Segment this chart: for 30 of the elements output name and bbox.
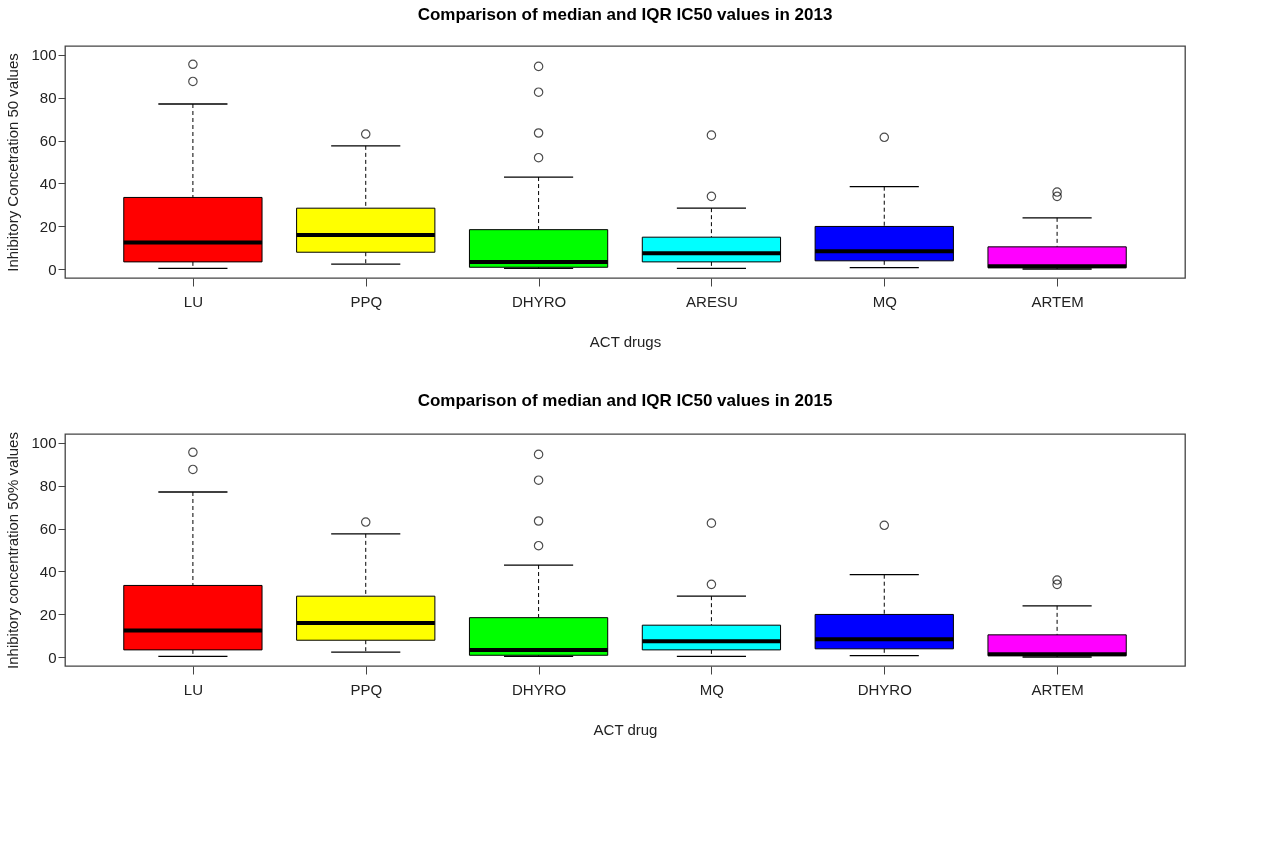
x-tick-label: LU	[183, 292, 203, 310]
y-tick-label: 0	[48, 648, 57, 666]
y-tick-label: 60	[39, 520, 57, 538]
chart-title: Comparison of median and IQR IC50 values in 2015	[417, 390, 833, 410]
x-tick-label: PPQ	[350, 292, 383, 310]
y-tick-label: 40	[39, 562, 57, 580]
y-axis-title: Inhibitory Concetration 50 values	[4, 53, 22, 272]
y-axis-title: Inhibitory concentration 50% values	[4, 432, 22, 669]
chart-title: Comparison of median and IQR IC50 values in 2013	[417, 5, 833, 24]
y-tick-label: 20	[39, 605, 57, 623]
x-axis-title: ACT drug	[593, 720, 658, 738]
x-tick-label: ARTEM	[1031, 292, 1084, 310]
x-tick-label: MQ	[699, 680, 725, 698]
x-tick-label: DHYRO	[511, 292, 567, 310]
x-tick-label: LU	[183, 680, 203, 698]
y-tick-label: 80	[39, 89, 57, 107]
y-tick-label: 100	[31, 434, 57, 452]
y-tick-label: 40	[39, 174, 57, 192]
x-tick-label: DHYRO	[511, 680, 567, 698]
x-axis-title: ACT drugs	[589, 332, 662, 350]
y-tick-label: 20	[39, 217, 57, 235]
y-tick-label: 60	[39, 132, 57, 150]
y-tick-label: 80	[39, 477, 57, 495]
y-tick-label: 0	[48, 260, 57, 278]
x-tick-label: PPQ	[350, 680, 383, 698]
x-tick-label: DHYRO	[857, 680, 912, 698]
x-tick-label: ARTEM	[1031, 680, 1084, 698]
x-tick-label: ARESU	[686, 292, 738, 310]
x-tick-label: MQ	[872, 292, 897, 310]
y-tick-label: 100	[31, 46, 57, 64]
